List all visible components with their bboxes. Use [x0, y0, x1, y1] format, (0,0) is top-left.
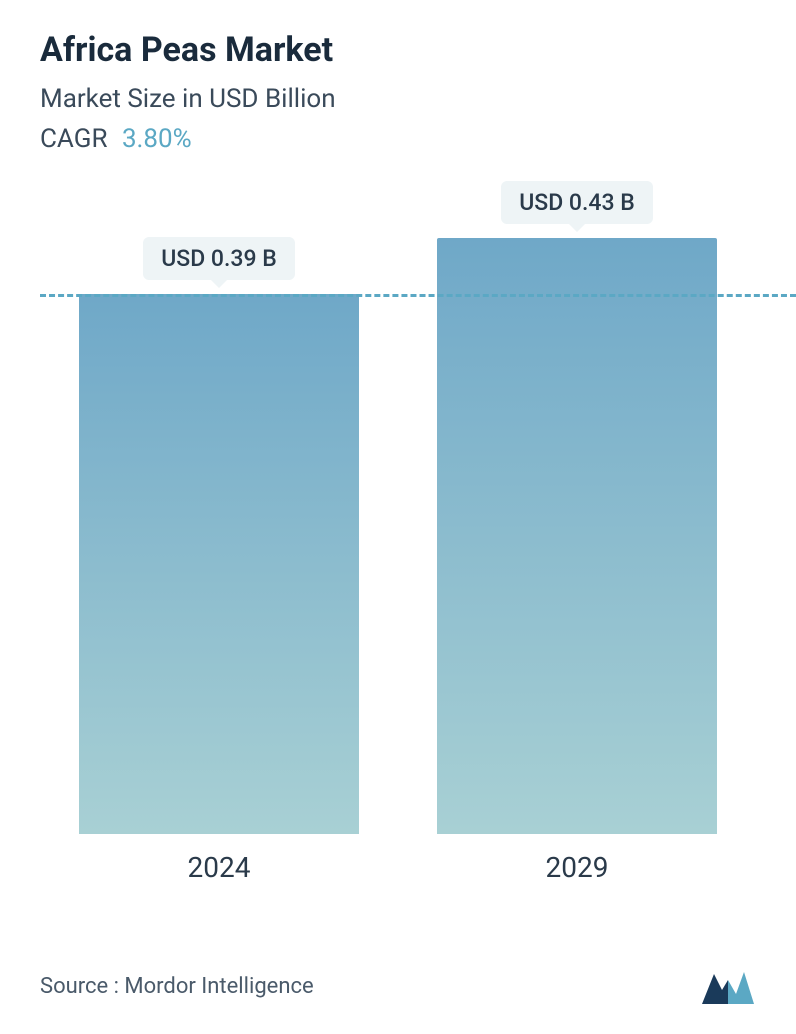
footer: Source : Mordor Intelligence [40, 966, 756, 1006]
x-axis-label: 2029 [427, 851, 727, 884]
bar [79, 294, 359, 834]
bar-group: USD 0.39 B [69, 237, 369, 834]
bar [437, 238, 717, 834]
cagr-row: CAGR 3.80% [40, 124, 756, 154]
x-axis-labels: 2024 2029 [40, 851, 756, 884]
x-axis-label: 2024 [69, 851, 369, 884]
source-text: Source : Mordor Intelligence [40, 974, 314, 999]
chart-area: USD 0.39 BUSD 0.43 B 2024 2029 [40, 204, 756, 884]
bars-container: USD 0.39 BUSD 0.43 B [40, 204, 756, 834]
chart-subtitle: Market Size in USD Billion [40, 84, 756, 114]
bar-value-label: USD 0.39 B [143, 237, 295, 280]
bar-group: USD 0.43 B [427, 181, 727, 834]
chart-title: Africa Peas Market [40, 30, 756, 70]
reference-line [40, 294, 796, 297]
cagr-value: 3.80% [122, 124, 192, 154]
mordor-logo-icon [700, 966, 756, 1006]
cagr-label: CAGR [40, 124, 107, 154]
bar-value-label: USD 0.43 B [501, 181, 653, 224]
